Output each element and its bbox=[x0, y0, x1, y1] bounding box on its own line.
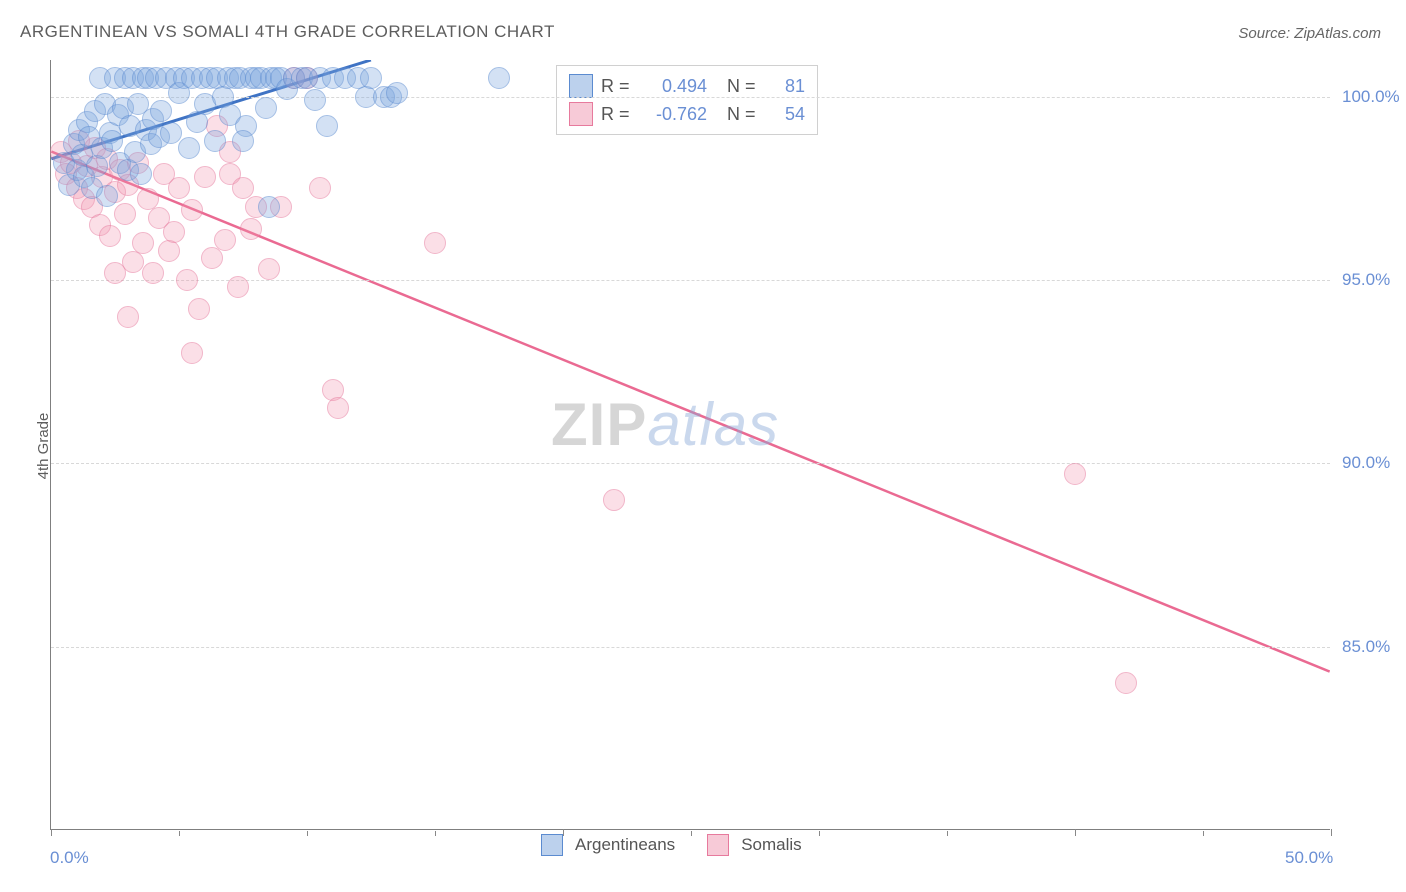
source-attribution: Source: ZipAtlas.com bbox=[1238, 25, 1381, 42]
scatter-point bbox=[424, 232, 446, 254]
scatter-point bbox=[1115, 672, 1137, 694]
scatter-point bbox=[240, 218, 262, 240]
legend-n-label: N = bbox=[727, 104, 767, 125]
scatter-point bbox=[488, 67, 510, 89]
scatter-point bbox=[142, 262, 164, 284]
legend-series-label: Somalis bbox=[741, 835, 801, 855]
x-tick bbox=[947, 831, 948, 836]
scatter-point bbox=[232, 130, 254, 152]
legend-r-value: -0.762 bbox=[649, 104, 707, 125]
chart-plot-area: ZIPatlas R = 0.494 N = 81 R = -0.762 N =… bbox=[50, 60, 1330, 830]
scatter-point bbox=[309, 177, 331, 199]
scatter-point bbox=[258, 258, 280, 280]
scatter-point bbox=[181, 199, 203, 221]
scatter-point bbox=[1064, 463, 1086, 485]
y-tick-label: 85.0% bbox=[1342, 637, 1390, 657]
scatter-point bbox=[104, 262, 126, 284]
scatter-point bbox=[117, 306, 139, 328]
legend-r-label: R = bbox=[601, 104, 641, 125]
scatter-point bbox=[99, 225, 121, 247]
x-tick bbox=[435, 831, 436, 836]
x-tick bbox=[1075, 829, 1076, 836]
y-tick-label: 100.0% bbox=[1342, 87, 1400, 107]
scatter-point bbox=[114, 203, 136, 225]
correlation-legend: R = 0.494 N = 81 R = -0.762 N = 54 bbox=[556, 65, 818, 135]
scatter-point bbox=[204, 130, 226, 152]
legend-swatch bbox=[569, 74, 593, 98]
series-legend: Argentineans Somalis bbox=[541, 834, 824, 856]
x-tick bbox=[691, 831, 692, 836]
x-tick bbox=[307, 831, 308, 836]
legend-n-label: N = bbox=[727, 76, 767, 97]
gridline bbox=[51, 97, 1330, 98]
x-tick-label: 50.0% bbox=[1285, 848, 1333, 868]
y-tick-label: 90.0% bbox=[1342, 453, 1390, 473]
gridline bbox=[51, 463, 1330, 464]
scatter-point bbox=[101, 130, 123, 152]
legend-swatch bbox=[569, 102, 593, 126]
legend-r-value: 0.494 bbox=[649, 76, 707, 97]
legend-n-value: 54 bbox=[775, 104, 805, 125]
x-tick bbox=[1203, 831, 1204, 836]
scatter-point bbox=[168, 177, 190, 199]
x-tick bbox=[563, 829, 564, 836]
legend-swatch bbox=[707, 834, 729, 856]
x-tick bbox=[1331, 829, 1332, 836]
scatter-point bbox=[181, 342, 203, 364]
y-tick-label: 95.0% bbox=[1342, 270, 1390, 290]
watermark-zip: ZIP bbox=[551, 391, 647, 458]
scatter-point bbox=[96, 185, 118, 207]
trend-lines bbox=[51, 60, 1330, 829]
scatter-point bbox=[163, 221, 185, 243]
scatter-point bbox=[201, 247, 223, 269]
legend-swatch bbox=[541, 834, 563, 856]
scatter-point bbox=[386, 82, 408, 104]
scatter-point bbox=[255, 97, 277, 119]
scatter-point bbox=[214, 229, 236, 251]
scatter-point bbox=[150, 100, 172, 122]
scatter-point bbox=[188, 298, 210, 320]
legend-n-value: 81 bbox=[775, 76, 805, 97]
scatter-point bbox=[130, 163, 152, 185]
scatter-point bbox=[603, 489, 625, 511]
scatter-point bbox=[176, 269, 198, 291]
watermark-atlas: atlas bbox=[647, 391, 779, 458]
x-tick bbox=[51, 829, 52, 836]
scatter-point bbox=[132, 232, 154, 254]
source-link[interactable]: ZipAtlas.com bbox=[1294, 25, 1381, 42]
scatter-point bbox=[316, 115, 338, 137]
gridline bbox=[51, 647, 1330, 648]
scatter-point bbox=[178, 137, 200, 159]
legend-series-label: Argentineans bbox=[575, 835, 675, 855]
legend-row: R = -0.762 N = 54 bbox=[569, 100, 805, 128]
scatter-point bbox=[304, 89, 326, 111]
legend-r-label: R = bbox=[601, 76, 641, 97]
x-tick bbox=[179, 831, 180, 836]
scatter-point bbox=[160, 122, 182, 144]
chart-title: ARGENTINEAN VS SOMALI 4TH GRADE CORRELAT… bbox=[20, 22, 555, 42]
x-tick bbox=[819, 831, 820, 836]
scatter-point bbox=[327, 397, 349, 419]
watermark: ZIPatlas bbox=[551, 390, 779, 459]
source-label: Source: bbox=[1238, 25, 1294, 42]
scatter-point bbox=[194, 166, 216, 188]
scatter-point bbox=[227, 276, 249, 298]
x-tick-label: 0.0% bbox=[50, 848, 89, 868]
scatter-point bbox=[258, 196, 280, 218]
